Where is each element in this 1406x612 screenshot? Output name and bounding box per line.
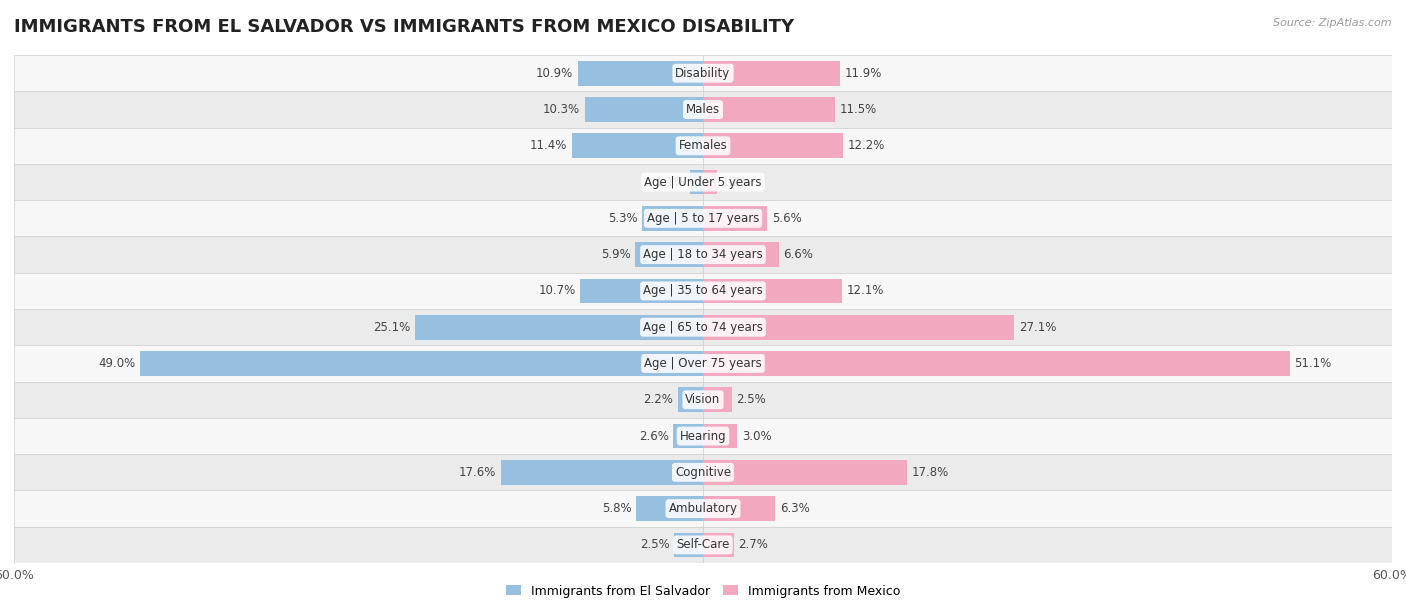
Text: Cognitive: Cognitive xyxy=(675,466,731,479)
Text: 6.6%: 6.6% xyxy=(783,248,813,261)
Bar xyxy=(14,454,1392,490)
Text: Age | 35 to 64 years: Age | 35 to 64 years xyxy=(643,285,763,297)
Bar xyxy=(14,418,1392,454)
Bar xyxy=(703,387,731,412)
Text: 2.7%: 2.7% xyxy=(738,539,769,551)
Bar xyxy=(637,496,703,521)
Bar xyxy=(14,236,1392,273)
Text: 1.2%: 1.2% xyxy=(721,176,751,188)
Bar xyxy=(703,61,839,86)
Text: 11.4%: 11.4% xyxy=(530,140,568,152)
Text: Self-Care: Self-Care xyxy=(676,539,730,551)
Bar xyxy=(703,278,842,304)
Bar xyxy=(703,206,768,231)
Text: Ambulatory: Ambulatory xyxy=(668,502,738,515)
Bar xyxy=(703,496,775,521)
Text: Vision: Vision xyxy=(685,394,721,406)
Text: Disability: Disability xyxy=(675,67,731,80)
Bar xyxy=(673,424,703,449)
Text: 2.5%: 2.5% xyxy=(737,394,766,406)
Bar xyxy=(690,170,703,195)
Text: Males: Males xyxy=(686,103,720,116)
Bar xyxy=(415,315,703,340)
Text: 10.9%: 10.9% xyxy=(536,67,574,80)
Text: 17.6%: 17.6% xyxy=(458,466,496,479)
Text: 6.3%: 6.3% xyxy=(780,502,810,515)
Bar xyxy=(14,164,1392,200)
Text: Age | Over 75 years: Age | Over 75 years xyxy=(644,357,762,370)
Text: 1.1%: 1.1% xyxy=(657,176,686,188)
Bar xyxy=(14,91,1392,128)
Text: 5.9%: 5.9% xyxy=(600,248,631,261)
Bar xyxy=(14,490,1392,527)
Bar xyxy=(703,133,844,158)
Text: IMMIGRANTS FROM EL SALVADOR VS IMMIGRANTS FROM MEXICO DISABILITY: IMMIGRANTS FROM EL SALVADOR VS IMMIGRANT… xyxy=(14,18,794,36)
Bar xyxy=(636,242,703,267)
Bar xyxy=(141,351,703,376)
Bar xyxy=(14,128,1392,164)
Legend: Immigrants from El Salvador, Immigrants from Mexico: Immigrants from El Salvador, Immigrants … xyxy=(501,580,905,602)
Text: 3.0%: 3.0% xyxy=(742,430,772,442)
Text: 2.5%: 2.5% xyxy=(640,539,669,551)
Bar xyxy=(14,309,1392,345)
Bar xyxy=(675,532,703,558)
Text: Age | 5 to 17 years: Age | 5 to 17 years xyxy=(647,212,759,225)
Text: 17.8%: 17.8% xyxy=(912,466,949,479)
Text: 10.7%: 10.7% xyxy=(538,285,575,297)
Bar xyxy=(14,200,1392,236)
Text: 25.1%: 25.1% xyxy=(373,321,411,334)
Text: Age | 65 to 74 years: Age | 65 to 74 years xyxy=(643,321,763,334)
Bar xyxy=(14,345,1392,382)
Bar xyxy=(703,460,907,485)
Text: 27.1%: 27.1% xyxy=(1019,321,1056,334)
Text: 5.6%: 5.6% xyxy=(772,212,801,225)
Text: Age | 18 to 34 years: Age | 18 to 34 years xyxy=(643,248,763,261)
Bar xyxy=(585,97,703,122)
Text: 5.3%: 5.3% xyxy=(607,212,637,225)
Bar xyxy=(703,170,717,195)
Bar xyxy=(643,206,703,231)
Text: 12.1%: 12.1% xyxy=(846,285,884,297)
Text: Source: ZipAtlas.com: Source: ZipAtlas.com xyxy=(1274,18,1392,28)
Bar xyxy=(578,61,703,86)
Bar xyxy=(14,527,1392,563)
Text: 10.3%: 10.3% xyxy=(543,103,581,116)
Text: 11.5%: 11.5% xyxy=(839,103,877,116)
Bar xyxy=(678,387,703,412)
Bar xyxy=(703,97,835,122)
Text: 5.8%: 5.8% xyxy=(602,502,631,515)
Bar xyxy=(703,351,1289,376)
Text: 2.2%: 2.2% xyxy=(644,394,673,406)
Bar xyxy=(703,532,734,558)
Bar xyxy=(703,424,738,449)
Text: 12.2%: 12.2% xyxy=(848,140,884,152)
Text: Age | Under 5 years: Age | Under 5 years xyxy=(644,176,762,188)
Text: Females: Females xyxy=(679,140,727,152)
Bar xyxy=(14,55,1392,91)
Bar xyxy=(703,242,779,267)
Bar xyxy=(572,133,703,158)
Bar xyxy=(14,273,1392,309)
Bar xyxy=(14,382,1392,418)
Bar xyxy=(581,278,703,304)
Text: 11.9%: 11.9% xyxy=(844,67,882,80)
Text: 49.0%: 49.0% xyxy=(98,357,136,370)
Text: 51.1%: 51.1% xyxy=(1295,357,1331,370)
Bar xyxy=(703,315,1014,340)
Text: 2.6%: 2.6% xyxy=(638,430,669,442)
Bar xyxy=(501,460,703,485)
Text: Hearing: Hearing xyxy=(679,430,727,442)
